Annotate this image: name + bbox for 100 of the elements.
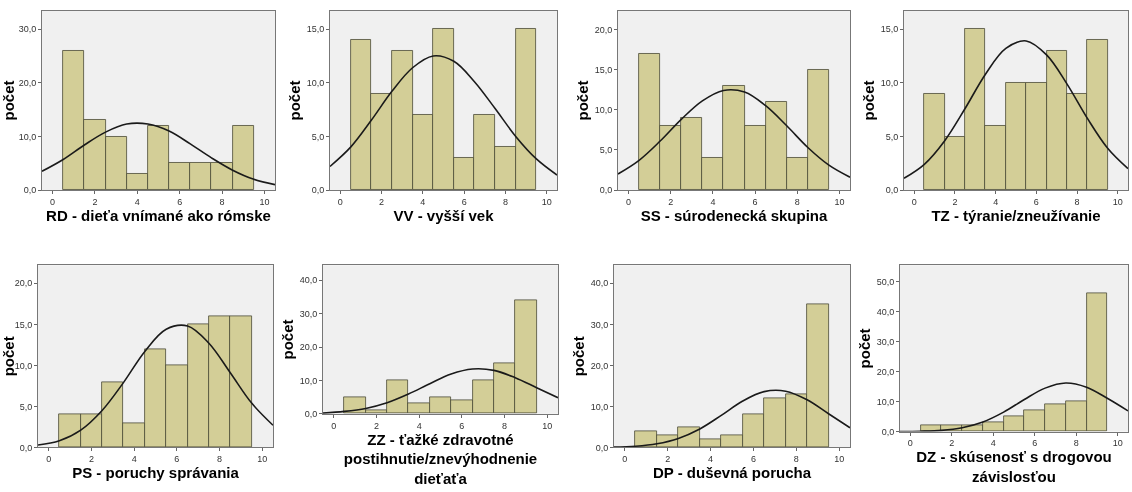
y-tick-label: 40,0 (876, 306, 895, 317)
line-series (618, 88, 850, 178)
x-tick-label: 2 (665, 454, 671, 465)
x-tick-label: 8 (217, 454, 223, 465)
y-tick-label: 0,0 (23, 185, 37, 196)
x-tick-label: 0 (337, 196, 343, 207)
y-tick-label: 20,0 (18, 77, 37, 88)
x-tick-label: 8 (502, 196, 508, 207)
x-tick-label: 0 (331, 420, 337, 431)
x-tick-label: 4 (131, 454, 137, 465)
y-tick-label: 5,0 (311, 131, 325, 142)
y-axis-title: počet (569, 336, 587, 377)
y-tick-label: 30,0 (876, 336, 895, 347)
x-tick-label: 2 (92, 196, 98, 207)
x-tick-label: 6 (752, 196, 758, 207)
y-tick-label: 30,0 (18, 24, 37, 35)
x-tick-label: 6 (750, 454, 756, 465)
y-axis-title: počet (859, 80, 877, 121)
y-tick-label: 0,0 (595, 442, 609, 453)
x-tick-label: 2 (949, 438, 955, 449)
x-tick-label: 6 (1033, 196, 1039, 207)
y-tick-label: 20,0 (876, 366, 895, 377)
x-tick-label: 4 (416, 420, 422, 431)
x-axis-title: TZ - týranie/zneužívanie (931, 206, 1101, 224)
y-tick-label: 10,0 (299, 375, 318, 386)
x-tick-label: 6 (459, 420, 465, 431)
y-tick-label: 30,0 (299, 308, 318, 319)
x-tick-label: 6 (174, 454, 180, 465)
x-tick-label: 10 (542, 420, 553, 431)
x-tick-label: 10 (259, 196, 270, 207)
y-tick-label: 10,0 (18, 131, 37, 142)
x-tick-label: 4 (708, 454, 714, 465)
y-tick-label: 20,0 (299, 342, 318, 353)
y-axis-title: počet (573, 80, 591, 121)
x-tick-label: 0 (626, 196, 632, 207)
x-axis-title: SS - súrodenecká skupina (640, 206, 829, 224)
y-tick-label: 20,0 (14, 278, 33, 289)
y-tick-label: 10,0 (876, 396, 895, 407)
y-axis-title: počet (0, 80, 17, 121)
x-tick-label: 2 (379, 196, 385, 207)
y-axis-title: počet (285, 80, 303, 121)
x-tick-label: 8 (219, 196, 225, 207)
y-tick-label: 40,0 (590, 278, 609, 289)
x-tick-label: 10 (834, 454, 845, 465)
y-tick-label: 0,0 (19, 442, 33, 453)
x-tick-label: 8 (794, 196, 800, 207)
y-tick-label: 15,0 (880, 24, 899, 35)
y-tick-label: 20,0 (594, 24, 613, 35)
y-axis-title: počet (0, 336, 17, 377)
y-tick-label: 10,0 (880, 77, 899, 88)
x-tick-label: 4 (420, 196, 426, 207)
x-axis-title: VV - vyšší vek (393, 206, 495, 224)
x-tick-label: 8 (1074, 196, 1080, 207)
y-tick-label: 0,0 (599, 185, 613, 196)
x-tick-label: 0 (911, 196, 917, 207)
line-series (904, 40, 1128, 180)
x-tick-label: 4 (993, 196, 999, 207)
y-tick-label: 10,0 (594, 104, 613, 115)
x-tick-label: 0 (907, 438, 913, 449)
x-tick-label: 8 (793, 454, 799, 465)
line-series (38, 324, 273, 446)
y-tick-label: 10,0 (590, 401, 609, 412)
x-tick-label: 2 (668, 196, 674, 207)
y-tick-label: 50,0 (876, 276, 895, 287)
y-tick-label: 20,0 (590, 360, 609, 371)
x-tick-label: 4 (710, 196, 716, 207)
x-tick-label: 4 (134, 196, 140, 207)
y-tick-label: 30,0 (590, 319, 609, 330)
x-tick-label: 2 (373, 420, 379, 431)
y-tick-label: 10,0 (306, 77, 325, 88)
y-tick-label: 15,0 (14, 319, 33, 330)
y-tick-label: 0,0 (885, 185, 899, 196)
line-series (323, 368, 558, 414)
x-axis-title: RD - dieťa vnímané ako rómske (46, 206, 271, 224)
x-tick-label: 10 (834, 196, 845, 207)
x-tick-label: 6 (461, 196, 467, 207)
x-tick-label: 4 (990, 438, 996, 449)
x-tick-label: 8 (1073, 438, 1079, 449)
x-tick-label: 2 (952, 196, 958, 207)
x-axis-title: PS - poruchy správania (72, 464, 240, 482)
y-axis-title: počet (278, 319, 296, 360)
x-axis-title: DZ - skúsenosť s drogovou závislosťou (916, 448, 1112, 485)
y-tick-label: 15,0 (306, 24, 325, 35)
x-tick-label: 0 (622, 454, 628, 465)
x-tick-label: 10 (1112, 438, 1123, 449)
x-axis-title: ZZ - ťažké zdravotné postihnutie/znevýhodnenie dieťaťa (343, 430, 538, 487)
y-tick-label: 5,0 (599, 145, 613, 156)
x-tick-label: 8 (502, 420, 508, 431)
x-tick-label: 10 (257, 454, 268, 465)
x-axis-title: DP - duševná porucha (652, 464, 812, 482)
y-tick-label: 0,0 (311, 185, 325, 196)
y-tick-label: 5,0 (19, 401, 33, 412)
line-series (330, 54, 557, 176)
line-series (42, 122, 275, 186)
line-series (614, 389, 850, 448)
y-tick-label: 0,0 (304, 408, 318, 419)
y-tick-label: 0,0 (881, 426, 895, 437)
x-tick-label: 6 (1032, 438, 1038, 449)
y-tick-label: 5,0 (885, 131, 899, 142)
x-tick-label: 10 (541, 196, 552, 207)
